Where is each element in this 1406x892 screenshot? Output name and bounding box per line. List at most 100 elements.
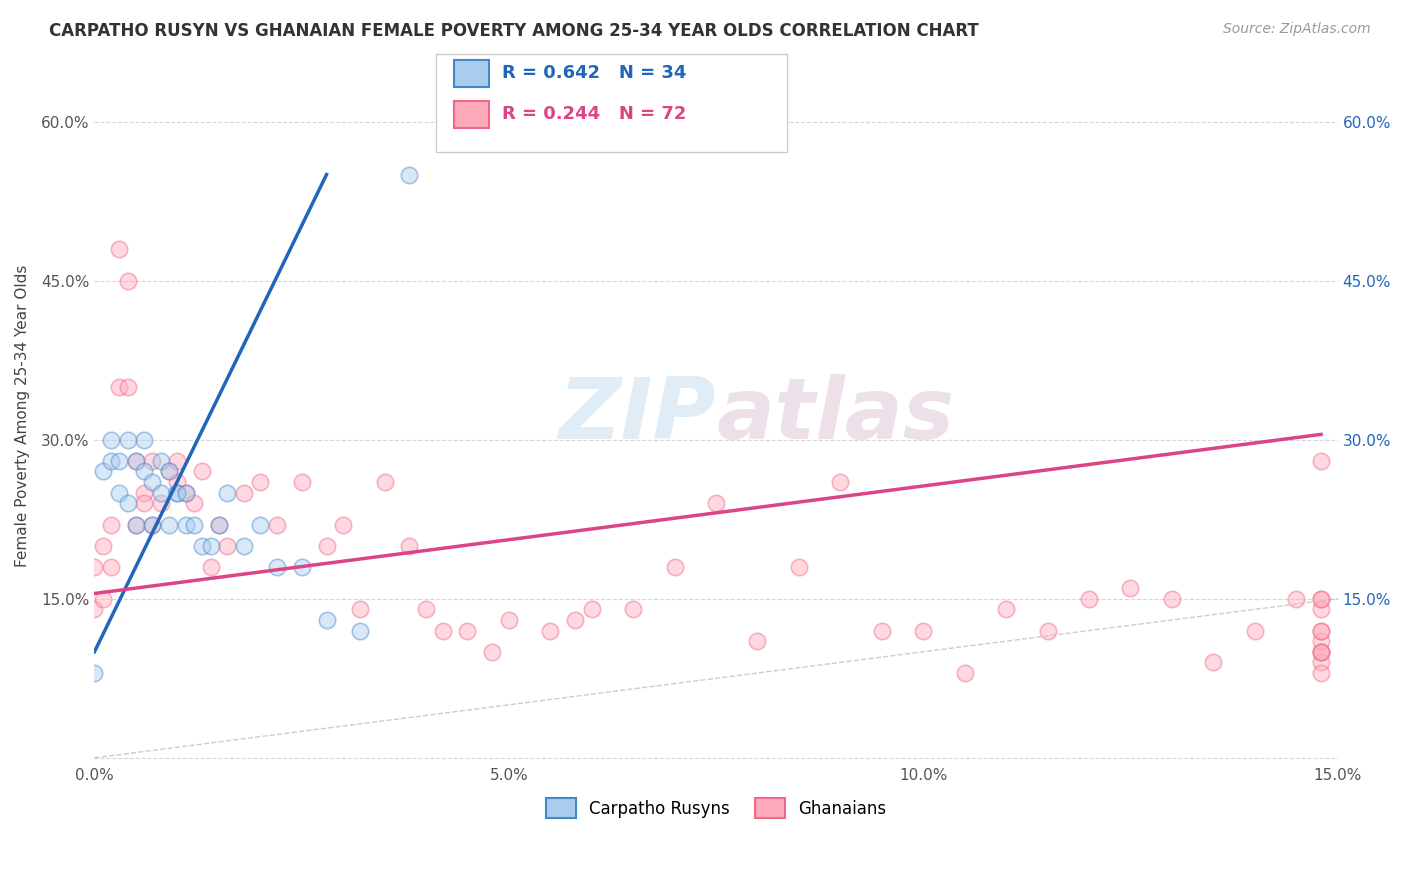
Point <box>134 465 156 479</box>
Point <box>200 560 222 574</box>
Point <box>581 602 603 616</box>
Point <box>315 539 337 553</box>
Point <box>398 168 420 182</box>
Point <box>100 560 122 574</box>
Point <box>134 485 156 500</box>
Point <box>83 560 105 574</box>
Point <box>100 454 122 468</box>
Point <box>1310 602 1333 616</box>
Point <box>183 517 205 532</box>
Point <box>1078 591 1101 606</box>
Point <box>117 274 139 288</box>
Point <box>134 496 156 510</box>
Point <box>912 624 935 638</box>
Point <box>349 602 371 616</box>
Point <box>125 517 148 532</box>
Point <box>125 517 148 532</box>
Point <box>83 602 105 616</box>
Point <box>621 602 644 616</box>
Point <box>217 485 239 500</box>
Point <box>1310 454 1333 468</box>
Point <box>249 475 271 489</box>
Point <box>100 433 122 447</box>
Point <box>374 475 396 489</box>
Point <box>117 496 139 510</box>
Legend: Carpatho Rusyns, Ghanaians: Carpatho Rusyns, Ghanaians <box>538 792 893 824</box>
Point <box>134 433 156 447</box>
Point <box>1310 645 1333 659</box>
Point <box>166 454 188 468</box>
Point <box>83 665 105 680</box>
Point <box>232 485 254 500</box>
Point <box>1310 591 1333 606</box>
Point <box>100 517 122 532</box>
Point <box>1310 645 1333 659</box>
Point <box>1160 591 1182 606</box>
Point <box>870 624 893 638</box>
Point <box>141 454 163 468</box>
Point <box>432 624 454 638</box>
Point <box>266 560 288 574</box>
Point <box>149 496 172 510</box>
Point <box>91 539 114 553</box>
Point <box>108 242 131 256</box>
Point <box>747 634 769 648</box>
Point <box>141 517 163 532</box>
Point <box>349 624 371 638</box>
Point <box>157 465 180 479</box>
Point <box>291 475 314 489</box>
Point <box>141 517 163 532</box>
Point <box>953 665 976 680</box>
Point <box>91 591 114 606</box>
Point <box>191 465 214 479</box>
Point <box>157 465 180 479</box>
Text: R = 0.642   N = 34: R = 0.642 N = 34 <box>502 64 686 82</box>
Text: ZIP: ZIP <box>558 375 716 458</box>
Point <box>1310 634 1333 648</box>
Point <box>125 454 148 468</box>
Point <box>564 613 586 627</box>
Point <box>1310 624 1333 638</box>
Point <box>315 613 337 627</box>
Point <box>538 624 561 638</box>
Point <box>117 379 139 393</box>
Point <box>1036 624 1059 638</box>
Point <box>498 613 520 627</box>
Point <box>183 496 205 510</box>
Point <box>266 517 288 532</box>
Point <box>108 454 131 468</box>
Point <box>166 485 188 500</box>
Point <box>125 454 148 468</box>
Point <box>787 560 810 574</box>
Point <box>830 475 852 489</box>
Point <box>456 624 478 638</box>
Point <box>149 454 172 468</box>
Point <box>232 539 254 553</box>
Point <box>1310 624 1333 638</box>
Point <box>398 539 420 553</box>
Point <box>191 539 214 553</box>
Point <box>174 517 197 532</box>
Y-axis label: Female Poverty Among 25-34 Year Olds: Female Poverty Among 25-34 Year Olds <box>15 265 30 567</box>
Point <box>166 475 188 489</box>
Point <box>174 485 197 500</box>
Text: CARPATHO RUSYN VS GHANAIAN FEMALE POVERTY AMONG 25-34 YEAR OLDS CORRELATION CHAR: CARPATHO RUSYN VS GHANAIAN FEMALE POVERT… <box>49 22 979 40</box>
Point <box>208 517 231 532</box>
Text: R = 0.244   N = 72: R = 0.244 N = 72 <box>502 105 686 123</box>
Point <box>664 560 686 574</box>
Point <box>117 433 139 447</box>
Point <box>1202 656 1225 670</box>
Point <box>108 485 131 500</box>
Point <box>704 496 727 510</box>
Point <box>200 539 222 553</box>
Point <box>1285 591 1308 606</box>
Point <box>208 517 231 532</box>
Point <box>217 539 239 553</box>
Point <box>415 602 437 616</box>
Point <box>157 517 180 532</box>
Point <box>1310 645 1333 659</box>
Point <box>108 379 131 393</box>
Point <box>1119 581 1142 595</box>
Point <box>995 602 1018 616</box>
Point <box>1310 591 1333 606</box>
